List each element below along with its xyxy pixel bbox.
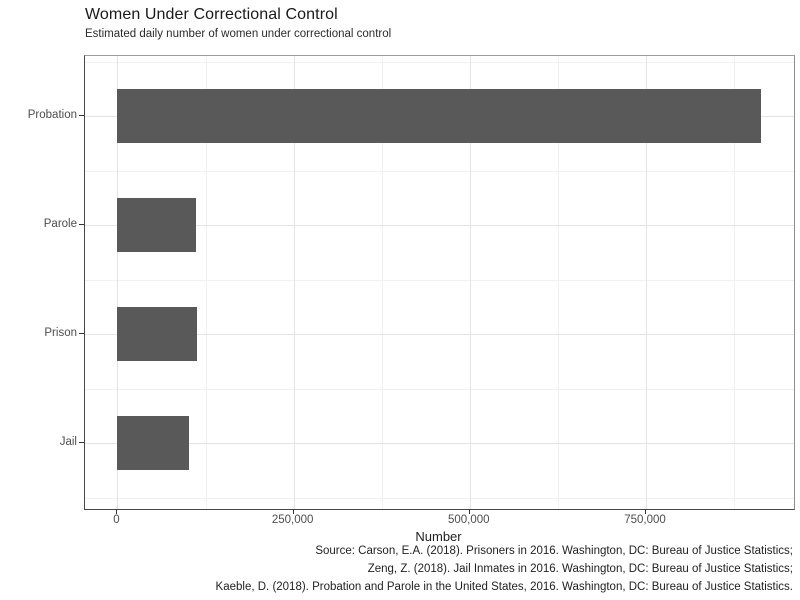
y-axis-label-probation: Probation <box>27 109 77 121</box>
bar-parole <box>117 198 197 252</box>
y-axis-tick <box>79 115 84 116</box>
y-axis-tick <box>79 333 84 334</box>
bar-probation <box>117 89 761 143</box>
gridline-horizontal-minor <box>85 61 794 63</box>
y-axis-label-prison: Prison <box>44 327 77 339</box>
gridline-horizontal-major <box>85 225 794 226</box>
plot-panel <box>84 55 795 510</box>
chart-title: Women Under Correctional Control <box>85 6 338 23</box>
gridline-horizontal-minor <box>85 279 794 281</box>
x-axis-tick <box>116 509 118 514</box>
gridline-vertical-minor <box>557 56 559 509</box>
bar-jail <box>117 416 190 470</box>
bar-prison <box>117 307 198 361</box>
gridline-horizontal-minor <box>85 170 794 172</box>
gridline-vertical-major <box>293 56 295 509</box>
gridline-horizontal-minor <box>85 497 794 499</box>
y-axis-tick <box>79 224 84 225</box>
gridline-vertical-minor <box>205 56 207 509</box>
y-axis-label-jail: Jail <box>59 436 77 448</box>
source-caption: Source: Carson, E.A. (2018). Prisoners i… <box>216 542 793 596</box>
gridline-vertical-major <box>117 56 119 509</box>
chart-subtitle: Estimated daily number of women under co… <box>85 28 392 40</box>
x-axis-tick <box>644 509 646 514</box>
caption-line-3: Kaeble, D. (2018). Probation and Parole … <box>215 581 793 593</box>
gridline-horizontal-major <box>85 443 794 444</box>
x-axis-tick-label: 250,000 <box>271 514 314 526</box>
x-axis-tick <box>292 509 294 514</box>
caption-line-2: Zeng, Z. (2018). Jail Inmates in 2016. W… <box>367 563 793 575</box>
x-axis-title: Number <box>415 529 462 544</box>
gridline-horizontal-minor <box>85 388 794 390</box>
gridline-vertical-major <box>645 56 647 509</box>
gridline-horizontal-major <box>85 334 794 335</box>
gridline-vertical-minor <box>734 56 736 509</box>
caption-line-1: Source: Carson, E.A. (2018). Prisoners i… <box>315 545 793 557</box>
x-axis-tick-label: 750,000 <box>624 514 666 526</box>
y-axis-label-parole: Parole <box>43 218 77 230</box>
x-axis-tick <box>468 509 470 514</box>
y-axis-tick <box>79 442 84 443</box>
x-axis-tick-label: 0 <box>113 514 120 526</box>
x-axis-tick-label: 500,000 <box>448 514 490 526</box>
gridline-vertical-minor <box>381 56 383 509</box>
gridline-vertical-major <box>469 56 471 509</box>
